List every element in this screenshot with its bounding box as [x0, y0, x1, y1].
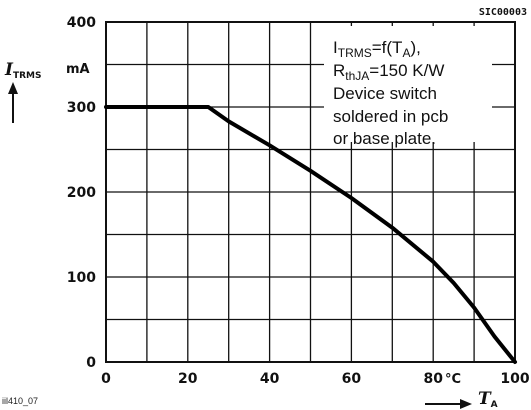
y-tick-label: 200 [67, 185, 96, 201]
annotation-background [324, 26, 492, 142]
x-tick-label: 100 [500, 371, 529, 387]
figure-code: SIC00003 [479, 7, 527, 18]
plot-frame [105, 21, 516, 363]
image-reference: iil410_07 [2, 396, 38, 406]
y-axis-label: ITRMS [4, 60, 41, 81]
annotation-line-4: soldered in pcb [333, 107, 448, 126]
annotation-line-1: ITRMS=f(TA), [333, 38, 421, 60]
x-axis-symbol: TA [478, 389, 498, 410]
y-axis-symbol: ITRMS [4, 60, 41, 81]
x-tick-label: 80 [423, 371, 443, 387]
annotation: ITRMS=f(TA), RthJA=150 K/W Device switch… [333, 38, 448, 148]
y-axis-unit: mA [66, 62, 90, 77]
x-tick-label: 20 [178, 371, 198, 387]
y-tick-label: 100 [67, 270, 96, 286]
x-axis-unit: °C [445, 372, 461, 387]
annotation-line-5: or base plate. [333, 129, 436, 148]
x-tick-labels: 0 20 40 60 80 100 [101, 371, 530, 387]
y-axis-arrowhead [8, 82, 18, 94]
x-axis-arrowhead [460, 399, 472, 409]
y-tick-labels: 0 100 200 300 400 [67, 15, 96, 371]
x-tick-label: 60 [342, 371, 362, 387]
x-tick-label: 40 [260, 371, 280, 387]
y-tick-label: 0 [86, 355, 96, 371]
annotation-line-3: Device switch [333, 84, 437, 103]
series-line [104, 105, 517, 364]
series-group [104, 105, 517, 364]
x-tick-label: 0 [101, 371, 111, 387]
y-tick-label: 300 [67, 100, 96, 116]
y-tick-label: 400 [67, 15, 96, 31]
annotation-line-2: RthJA=150 K/W [333, 61, 444, 83]
